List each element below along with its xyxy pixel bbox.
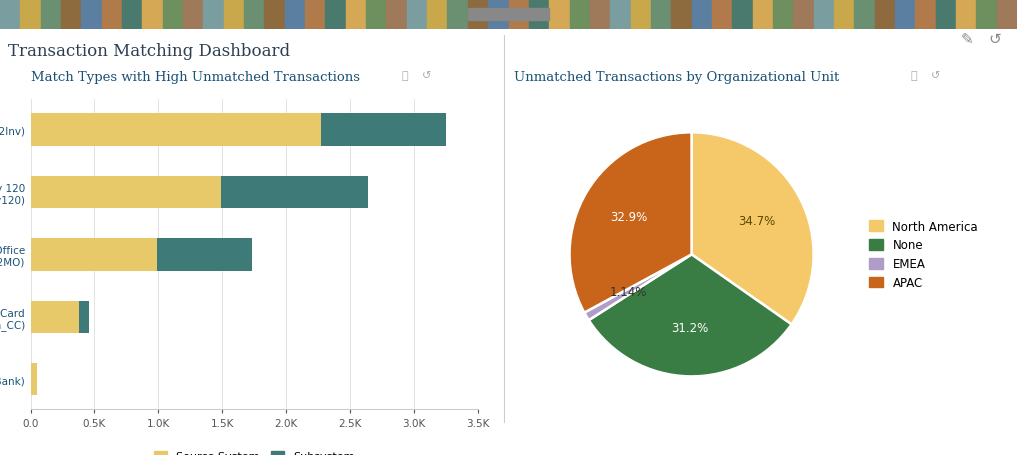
Bar <box>915 0 936 30</box>
Text: 34.7%: 34.7% <box>738 215 775 228</box>
Bar <box>834 0 854 30</box>
Bar <box>692 0 712 30</box>
Bar <box>320 114 446 147</box>
Bar <box>31 363 37 395</box>
Bar <box>20 0 41 30</box>
Bar <box>224 0 244 30</box>
Bar <box>61 0 81 30</box>
Text: Transaction Matching Dashboard: Transaction Matching Dashboard <box>8 43 290 60</box>
Text: 31.2%: 31.2% <box>671 321 709 334</box>
Bar <box>325 0 346 30</box>
Bar <box>157 238 251 271</box>
Text: 32.9%: 32.9% <box>610 211 647 224</box>
Bar <box>31 177 221 209</box>
Bar <box>41 0 61 30</box>
Bar <box>549 0 570 30</box>
Bar <box>183 0 203 30</box>
Text: ⤢: ⤢ <box>910 71 917 81</box>
Text: ⤢: ⤢ <box>402 71 409 81</box>
Wedge shape <box>585 255 692 320</box>
Bar <box>529 0 549 30</box>
Bar <box>488 0 508 30</box>
Bar <box>31 301 79 333</box>
Bar <box>447 0 468 30</box>
Bar <box>221 177 368 209</box>
Bar <box>203 0 224 30</box>
Bar <box>753 0 773 30</box>
Bar <box>285 0 305 30</box>
Bar <box>142 0 163 30</box>
Bar <box>163 0 183 30</box>
Bar <box>976 0 997 30</box>
Text: Unmatched Transactions by Organizational Unit: Unmatched Transactions by Organizational… <box>514 71 839 84</box>
Legend: North America, None, EMEA, APAC: North America, None, EMEA, APAC <box>865 217 981 293</box>
Text: ↺: ↺ <box>989 32 1002 47</box>
Bar <box>936 0 956 30</box>
Bar <box>732 0 753 30</box>
Bar <box>712 0 732 30</box>
Bar <box>671 0 692 30</box>
Wedge shape <box>692 133 814 324</box>
Bar <box>102 0 122 30</box>
Bar <box>468 9 549 20</box>
Bar <box>508 0 529 30</box>
Bar <box>122 0 142 30</box>
Bar <box>590 0 610 30</box>
Text: ✎: ✎ <box>961 32 974 47</box>
Bar <box>79 301 88 333</box>
Bar <box>346 0 366 30</box>
Bar <box>854 0 875 30</box>
Text: ↺: ↺ <box>931 71 940 81</box>
Bar <box>264 0 285 30</box>
Bar <box>31 238 157 271</box>
Bar <box>997 0 1017 30</box>
Bar <box>895 0 915 30</box>
Bar <box>793 0 814 30</box>
Bar <box>651 0 671 30</box>
Bar <box>610 0 631 30</box>
Bar <box>468 0 488 30</box>
Bar <box>407 0 427 30</box>
Bar <box>305 0 325 30</box>
Bar <box>31 114 320 147</box>
Bar <box>81 0 102 30</box>
Bar <box>244 0 264 30</box>
Text: 1.14%: 1.14% <box>610 285 647 298</box>
Bar <box>814 0 834 30</box>
Bar <box>570 0 590 30</box>
Bar <box>956 0 976 30</box>
Bar <box>773 0 793 30</box>
Legend: Source System, Subsystem: Source System, Subsystem <box>149 446 359 455</box>
Bar <box>875 0 895 30</box>
Bar <box>631 0 651 30</box>
Bar <box>0 0 20 30</box>
Text: ↺: ↺ <box>422 71 431 81</box>
Wedge shape <box>570 133 692 313</box>
Bar <box>427 0 447 30</box>
Text: Match Types with High Unmatched Transactions: Match Types with High Unmatched Transact… <box>31 71 360 84</box>
Wedge shape <box>589 255 791 377</box>
Bar <box>366 0 386 30</box>
Bar <box>386 0 407 30</box>
